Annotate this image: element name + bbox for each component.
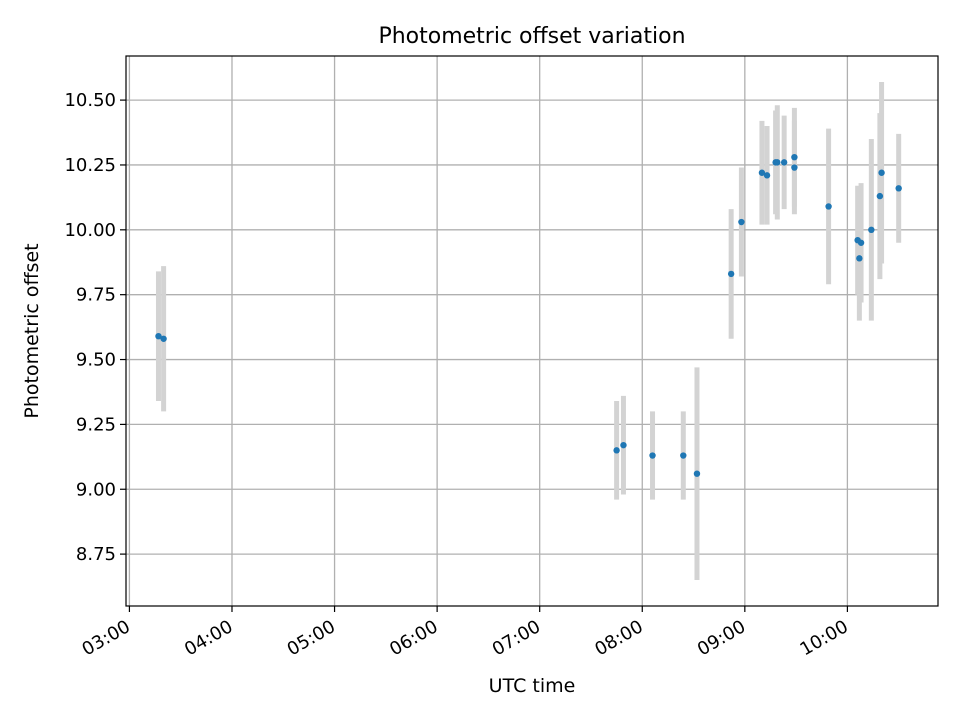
- data-point: [620, 441, 627, 449]
- grid: [126, 56, 938, 606]
- data-points: [155, 153, 902, 477]
- data-point: [155, 332, 162, 340]
- data-point: [780, 159, 788, 166]
- y-tick-label: 9.50: [76, 350, 116, 371]
- data-point: [738, 218, 745, 226]
- data-point: [825, 203, 832, 210]
- data-point: [758, 169, 766, 176]
- y-tick-label: 9.00: [76, 479, 116, 500]
- data-point: [774, 159, 781, 166]
- y-tick-label: 10.50: [64, 90, 116, 111]
- plot-frame: [125, 55, 939, 607]
- y-tick-label: 9.25: [76, 414, 116, 435]
- data-point: [680, 452, 687, 459]
- y-tick-label: 10.25: [64, 155, 116, 176]
- data-point: [868, 226, 875, 234]
- data-point: [693, 470, 701, 477]
- chart-title: Photometric offset variation: [378, 24, 685, 49]
- data-point: [613, 447, 620, 454]
- data-point: [791, 164, 798, 171]
- data-point: [727, 270, 735, 278]
- data-point: [895, 185, 902, 192]
- data-point: [791, 153, 798, 161]
- data-point: [763, 172, 771, 179]
- y-tick-label: 10.00: [64, 220, 116, 241]
- x-axis-label: UTC time: [489, 675, 576, 697]
- plot-area: [126, 56, 938, 606]
- data-point: [856, 255, 863, 262]
- y-tick-label: 8.75: [76, 544, 116, 565]
- data-point: [649, 452, 656, 459]
- y-axis-ticks: 8.75 9.00 9.25 9.50 9.75 10.00 10.25 10.50: [64, 90, 126, 565]
- data-point: [878, 169, 885, 176]
- y-tick-label: 9.75: [76, 285, 116, 306]
- data-point: [857, 239, 865, 246]
- data-point: [160, 335, 167, 342]
- y-axis-label: Photometric offset: [21, 243, 43, 418]
- data-point: [876, 192, 884, 200]
